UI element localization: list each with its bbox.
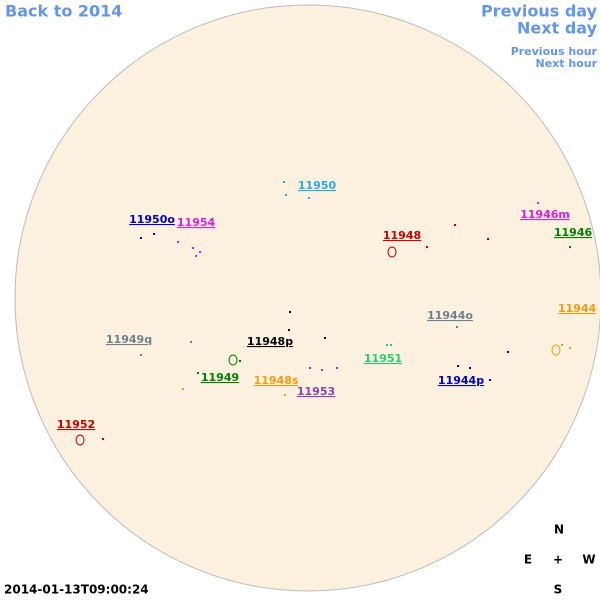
spot [321,369,323,371]
spot [309,367,311,369]
spot [426,246,428,248]
region-label[interactable]: 11948p [247,335,293,348]
spot [489,379,491,381]
spot [285,194,287,196]
region-label[interactable]: 11944 [558,302,597,315]
spot [153,233,155,235]
region-label[interactable]: 11944o [427,309,473,322]
region-label[interactable]: 11954 [177,216,216,229]
spot [288,329,290,331]
spot [469,367,471,369]
spot [289,311,291,313]
timestamp: 2014-01-13T09:00:24 [4,583,149,597]
next-day-link[interactable]: Next day [517,19,598,38]
back-link[interactable]: Back to 2014 [5,2,122,21]
spot [456,326,458,328]
spot-contour [228,354,238,366]
region-label[interactable]: 11949 [201,371,239,384]
region-label[interactable]: 11950o [129,213,175,226]
region-label[interactable]: 11946 [554,226,593,239]
spot [569,246,571,248]
compass-west: W [582,553,595,567]
previous-hour-link[interactable]: Previous hour [511,45,598,58]
spot [283,181,285,183]
spot [324,337,326,339]
spot [561,344,563,346]
spot [569,347,571,349]
region-label[interactable]: 11946m [520,208,570,221]
spot [177,241,179,243]
region-label[interactable]: 11948 [383,229,421,242]
compass-center: + [553,553,563,567]
spot [192,247,194,249]
compass-east: E [524,553,532,567]
region-label[interactable]: 11948s [254,374,299,387]
spot [140,237,142,239]
spot [457,365,459,367]
spot [386,344,388,346]
compass-north: N [554,523,564,537]
spot [537,202,539,204]
spot [190,341,192,343]
spot-contour [387,246,397,258]
spot [199,251,201,253]
region-label[interactable]: 11944p [438,374,484,387]
region-label[interactable]: 11953 [297,385,335,398]
next-hour-link[interactable]: Next hour [536,57,598,70]
spot [336,367,338,369]
spot [454,224,456,226]
spot [308,197,310,199]
spot [487,238,489,240]
spot [182,388,184,390]
spot [239,360,241,362]
previous-day-link[interactable]: Previous day [481,2,598,21]
region-label[interactable]: 11949q [106,333,152,346]
region-label[interactable]: 11950 [298,179,337,192]
spot [197,372,199,374]
compass-south: S [554,583,563,597]
spot [507,351,509,353]
region-label[interactable]: 11952 [57,418,95,431]
spot-contour [551,344,561,356]
solar-disk [14,4,600,592]
region-label[interactable]: 11951 [364,352,402,365]
spot [390,344,392,346]
spot [195,255,197,257]
spot [284,394,286,396]
spot-contour [75,434,85,446]
spot [102,438,104,440]
spot [140,354,142,356]
